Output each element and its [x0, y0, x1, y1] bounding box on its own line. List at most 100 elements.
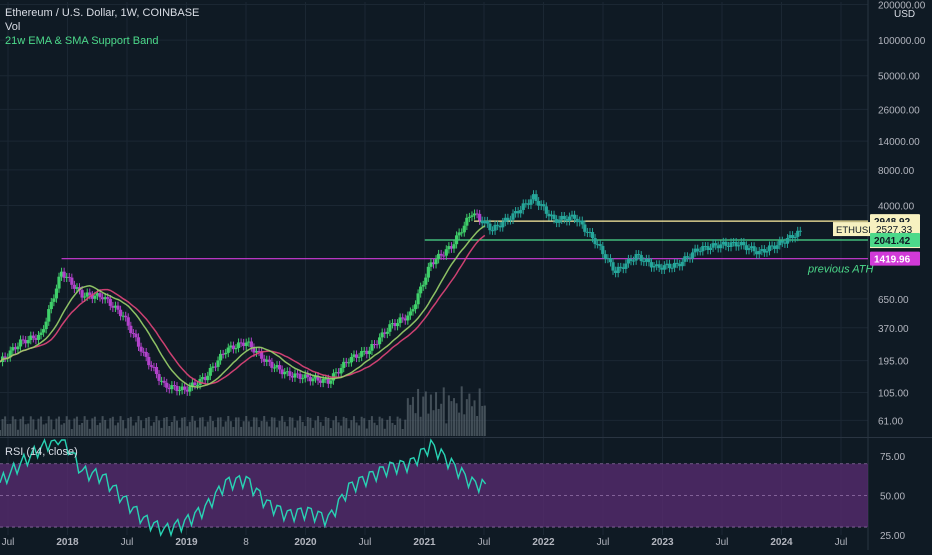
volume-bar [204, 426, 207, 436]
candle-body [534, 194, 538, 201]
candle-body [319, 380, 323, 383]
volume-bar [478, 388, 481, 436]
candle-body [244, 342, 248, 347]
candle-body [95, 293, 100, 296]
candle-body [426, 266, 430, 278]
rsi-legend[interactable]: RSI (14, close) [5, 446, 78, 458]
volume-bar [6, 424, 9, 436]
candle-body [316, 376, 320, 381]
time-tick-label: 2020 [294, 537, 317, 548]
candle-body [419, 286, 423, 294]
volume-bar [178, 427, 181, 436]
candle-body [334, 372, 338, 374]
horizontal-levels: previous ATH [61, 220, 873, 276]
candle-body [585, 231, 589, 233]
candle-body [485, 220, 489, 224]
candle-body [475, 213, 479, 215]
candle-body [26, 339, 30, 344]
time-tick-label: 2022 [532, 537, 555, 548]
volume-bar [183, 417, 186, 436]
volume-bar [370, 416, 373, 436]
volume-bar [165, 417, 168, 436]
symbol-tag: ETHUSD [836, 225, 875, 236]
rsi-tick-label: 50.00 [880, 491, 905, 502]
candle-body [213, 366, 218, 368]
volume-bar [175, 420, 178, 436]
volume-bar [447, 395, 450, 436]
candle-body [247, 341, 251, 343]
candle-body [480, 220, 484, 224]
time-tick-label: Jul [2, 537, 15, 548]
candle-body [403, 318, 407, 321]
volume-bar [158, 420, 161, 436]
volume-bar [70, 429, 73, 436]
symbol-title[interactable]: Ethereum / U.S. Dollar, 1W, COINBASE [5, 7, 200, 19]
candle-body [711, 243, 715, 248]
price-tick-label: 50000.00 [878, 72, 920, 83]
candle-body [34, 338, 38, 340]
candle-body [667, 263, 672, 269]
volume-legend[interactable]: Vol [5, 21, 21, 33]
candle-body [413, 304, 418, 310]
volume-bar [234, 417, 237, 436]
candle-body [329, 380, 333, 384]
candle-body [549, 214, 554, 217]
volume-bar [140, 420, 143, 436]
candle-body [344, 361, 348, 363]
candle-body [524, 203, 528, 205]
candle-body [449, 246, 454, 249]
candle-body [216, 360, 220, 367]
candle-body [798, 230, 802, 232]
candle-body [629, 258, 633, 261]
indicator-legend[interactable]: 21w EMA & SMA Support Band [5, 35, 159, 47]
candle-body [401, 317, 405, 319]
candle-body [93, 295, 97, 299]
candle-body [280, 369, 284, 375]
candle-body [647, 258, 651, 263]
candle-body [136, 337, 141, 347]
time-tick-label: Jul [835, 537, 848, 548]
time-tick-label: Jul [359, 537, 372, 548]
volume-bar [42, 424, 45, 436]
volume-bar [288, 417, 291, 436]
candle-body [218, 353, 223, 361]
candle-body [770, 245, 774, 247]
candle-body [478, 213, 482, 221]
candle-body [65, 276, 69, 278]
volume-bar [401, 428, 404, 436]
volume-bar [327, 417, 330, 436]
volume-bar [422, 396, 425, 436]
candle-body [121, 315, 125, 317]
candle-body [590, 231, 595, 239]
candle-body [544, 206, 548, 214]
volume-bar [173, 416, 176, 436]
volume-bar [150, 425, 153, 436]
volume-bar [406, 398, 409, 436]
candle-body [301, 378, 305, 380]
volume-bar [163, 417, 166, 436]
candle-body [703, 246, 707, 248]
volume-bar [304, 426, 307, 436]
candle-body [611, 262, 615, 271]
volume-bar [219, 417, 222, 436]
candle-body [508, 219, 513, 221]
volume-bar [81, 422, 84, 436]
volume-bar [335, 416, 338, 436]
volume-bar [258, 427, 261, 436]
time-tick-label: 2023 [651, 537, 674, 548]
volume-bar [245, 416, 248, 436]
candle-body [183, 386, 187, 390]
candle-body [390, 323, 395, 325]
candle-body [44, 321, 48, 330]
candle-body [352, 354, 356, 357]
current-price-tag: 2527.33 [876, 225, 913, 236]
candle-body [601, 245, 605, 255]
candle-body [85, 292, 89, 297]
volume-bar [63, 423, 66, 436]
candle-body [683, 256, 687, 262]
volume-bar [324, 416, 327, 436]
middle-level-tag-bg [870, 233, 920, 248]
candle-body [16, 346, 20, 350]
volume-bar [55, 418, 58, 436]
